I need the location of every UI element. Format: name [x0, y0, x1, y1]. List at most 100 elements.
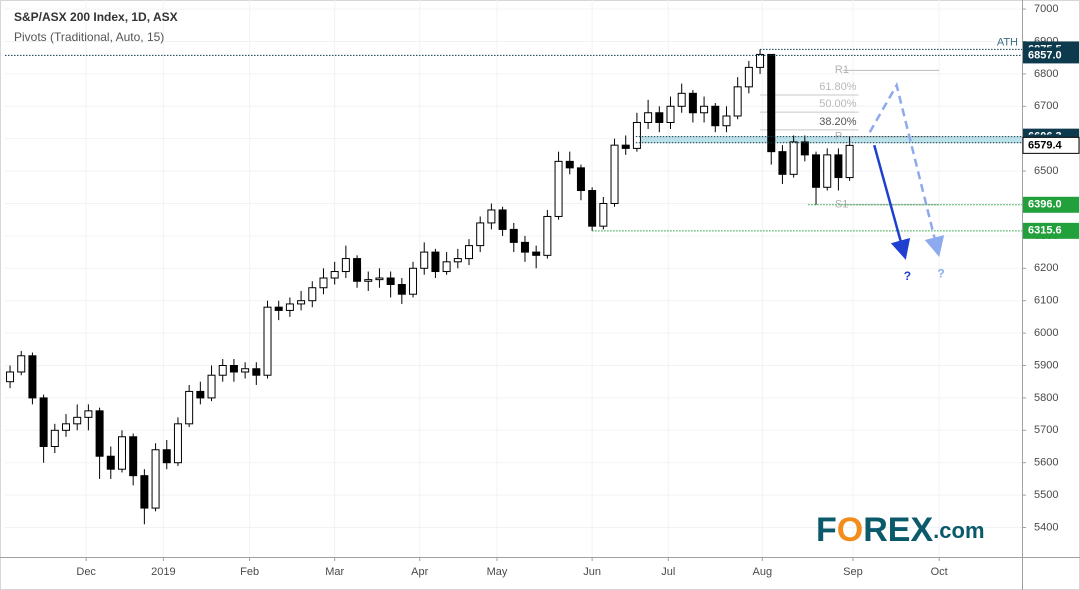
candle-body [610, 144, 619, 204]
candle-body [151, 449, 160, 509]
chart-subtitle: Pivots (Traditional, Auto, 15) [14, 30, 164, 44]
candle-body [420, 251, 429, 269]
y-tick-label: 5700 [1034, 424, 1058, 436]
y-tick-label: 5500 [1034, 489, 1058, 501]
candle-body [50, 429, 59, 448]
candle-body [621, 144, 630, 149]
fib-label: 50.00% [819, 98, 857, 110]
candle-body [6, 371, 15, 383]
candle-body [28, 355, 37, 399]
candle-body [39, 397, 48, 448]
y-tick-label: 6100 [1034, 295, 1058, 307]
logo-part: .com [933, 518, 984, 543]
candle-body [700, 105, 709, 114]
candle-body [173, 423, 182, 464]
candle-body [666, 105, 675, 123]
x-tick-label: 2019 [151, 566, 175, 578]
price-label: 6396.0 [1028, 199, 1062, 211]
candle-body [95, 410, 104, 457]
candle-body [375, 277, 384, 281]
candle-body [353, 258, 362, 282]
x-tick-label: Oct [931, 566, 948, 578]
price-label-box [1023, 196, 1079, 213]
candle-body [520, 241, 529, 253]
projection-label: ? [937, 266, 944, 280]
candle-body [185, 390, 194, 425]
price-axis: 5400550056005700580059006000610062006300… [76, 3, 1080, 578]
candle-body [62, 423, 71, 431]
candle-body [767, 53, 776, 153]
candle-body [812, 154, 821, 188]
x-tick-label: Feb [240, 566, 259, 578]
candle-body [453, 258, 462, 263]
candle-body [599, 202, 608, 227]
logo-part: O [837, 511, 863, 549]
candle-body [241, 368, 250, 373]
candle-body [229, 365, 238, 373]
projection-arrow [873, 144, 911, 260]
price-label: 6857.0 [1028, 49, 1062, 61]
x-tick-label: Jul [661, 566, 675, 578]
level-note: ATH [997, 36, 1018, 48]
candle-body [845, 144, 854, 179]
candle-body [744, 66, 753, 88]
x-tick-label: Dec [76, 566, 96, 578]
candle-body [117, 436, 126, 470]
x-tick-label: Mar [325, 566, 344, 578]
candle-body [722, 115, 731, 127]
candle-body [756, 53, 765, 68]
candle-body [800, 141, 809, 156]
candle-body [17, 355, 26, 373]
candle-body [341, 258, 350, 273]
candle-body [476, 222, 485, 247]
candle-body [140, 475, 149, 509]
y-tick-label: 5900 [1034, 359, 1058, 371]
candle-body [532, 251, 541, 256]
last-price-box [1022, 136, 1080, 154]
candle-body [297, 300, 306, 305]
candle-body [655, 112, 664, 123]
candle-body [84, 410, 93, 418]
logo: FOREX.com [816, 511, 985, 549]
candle-body [285, 303, 294, 311]
candle-body [465, 245, 474, 260]
y-tick-label: 6500 [1034, 165, 1058, 177]
y-tick-label: 5400 [1034, 521, 1058, 533]
candle-body [386, 277, 395, 285]
candle-body [106, 455, 115, 470]
candle-body [330, 271, 339, 279]
candle-body [834, 154, 843, 179]
candle-body [397, 283, 406, 295]
y-tick-label: 5600 [1034, 457, 1058, 469]
candle-body [364, 279, 373, 282]
candle-body [252, 368, 261, 376]
candle-body [823, 154, 832, 188]
candle-body [509, 228, 518, 243]
x-tick-label: Aug [753, 566, 773, 578]
candle-body [308, 287, 317, 302]
projection-label: ? [904, 269, 911, 283]
candle-body [565, 160, 574, 169]
candle-body [644, 112, 653, 123]
x-tick-label: Apr [411, 566, 428, 578]
pivot-label: P [835, 131, 842, 143]
candle-body [688, 92, 697, 114]
y-tick-label: 6200 [1034, 262, 1058, 274]
candle-body [498, 209, 507, 230]
candle-body [711, 105, 720, 127]
candle-body [409, 267, 418, 295]
pivot-label: R1 [835, 64, 849, 76]
candle-body [431, 251, 440, 273]
candle-body [576, 167, 585, 192]
candle-body [487, 209, 496, 224]
candle-body [319, 277, 328, 289]
candle-body [218, 365, 227, 376]
candle-body [733, 86, 742, 117]
candle-body [274, 306, 283, 311]
candle-body [554, 160, 563, 217]
x-tick-label: Sep [843, 566, 863, 578]
